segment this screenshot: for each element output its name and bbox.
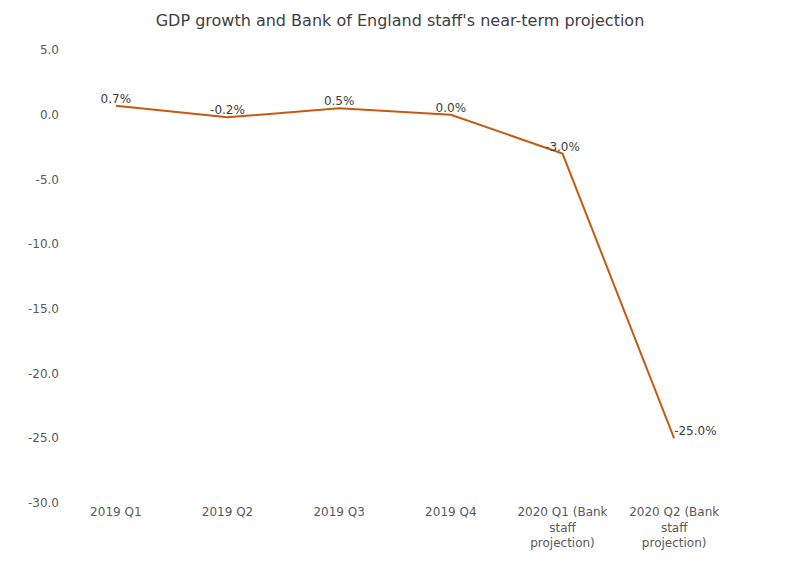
svg-text:-25.0: -25.0 [28, 431, 59, 445]
svg-text:-30.0: -30.0 [28, 496, 59, 510]
svg-text:5.0: 5.0 [40, 43, 59, 57]
svg-text:2019 Q1: 2019 Q1 [90, 505, 141, 519]
svg-text:2019 Q4: 2019 Q4 [425, 505, 476, 519]
svg-text:0.5%: 0.5% [324, 94, 355, 108]
svg-text:-25.0%: -25.0% [674, 424, 716, 438]
svg-text:0.0%: 0.0% [436, 101, 467, 115]
svg-text:0.7%: 0.7% [101, 92, 132, 106]
svg-text:-20.0: -20.0 [28, 367, 59, 381]
svg-text:2019 Q2: 2019 Q2 [202, 505, 253, 519]
svg-text:-10.0: -10.0 [28, 237, 59, 251]
svg-text:2019 Q3: 2019 Q3 [313, 505, 364, 519]
svg-text:-3.0%: -3.0% [545, 140, 580, 154]
svg-text:-15.0: -15.0 [28, 302, 59, 316]
svg-text:-0.2%: -0.2% [210, 103, 245, 117]
svg-text:2020 Q2 (Bankstaffprojection): 2020 Q2 (Bankstaffprojection) [629, 505, 719, 550]
svg-text:-5.0: -5.0 [36, 173, 59, 187]
svg-text:2020 Q1 (Bankstaffprojection): 2020 Q1 (Bankstaffprojection) [517, 505, 607, 550]
svg-text:0.0: 0.0 [40, 108, 59, 122]
svg-text:GDP growth and Bank of England: GDP growth and Bank of England staff's n… [156, 11, 645, 30]
